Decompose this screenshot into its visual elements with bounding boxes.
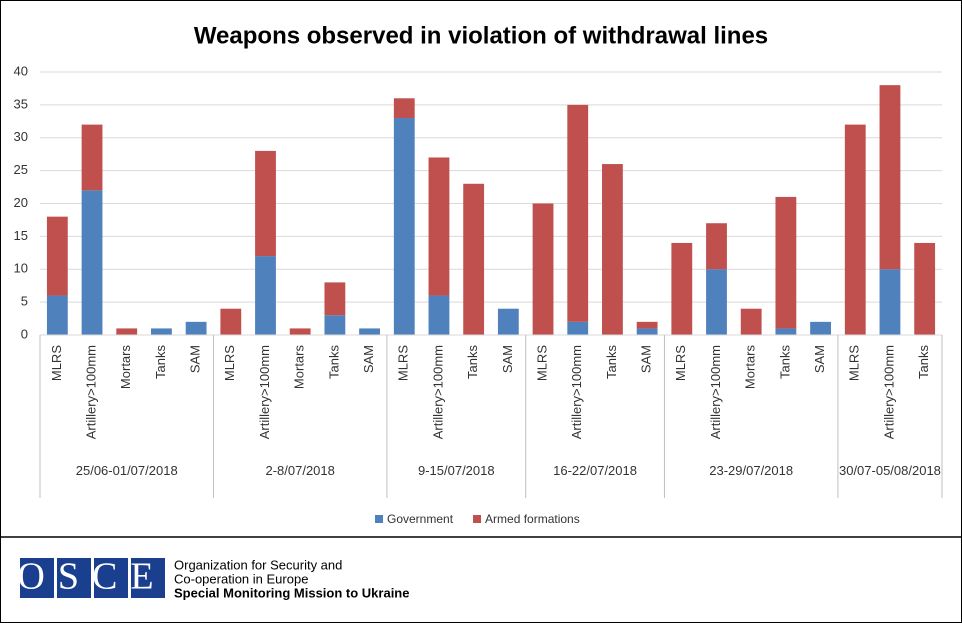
bar — [740, 308, 762, 335]
bar — [46, 295, 68, 335]
group-label: 23-29/07/2018 — [709, 463, 794, 478]
x-tick-label: Tanks — [916, 345, 931, 379]
bar — [185, 321, 207, 335]
bar — [567, 321, 589, 335]
bar — [151, 328, 172, 335]
x-tick-label: Tanks — [326, 345, 341, 379]
x-tick-label: Mortars — [118, 345, 133, 390]
x-tick-label: MLRS — [847, 345, 862, 381]
bar — [46, 216, 68, 296]
x-tick-label: Tanks — [465, 345, 480, 379]
bar — [636, 328, 658, 335]
x-tick-label: Artillery>100mm — [708, 345, 723, 439]
x-tick-label: SAM — [639, 345, 654, 373]
y-tick-label: 25 — [14, 162, 28, 177]
x-tick-label: MLRS — [673, 345, 688, 381]
bar — [706, 269, 727, 335]
bar — [775, 328, 797, 335]
y-tick-label: 40 — [14, 63, 28, 78]
y-tick-label: 15 — [14, 228, 28, 243]
x-tick-label: Artillery>100mm — [257, 345, 272, 439]
bar — [706, 223, 727, 270]
bar — [324, 315, 346, 335]
legend-swatch — [375, 515, 383, 523]
bar — [810, 321, 831, 335]
logo: OSCE — [17, 556, 166, 598]
x-tick-label: Artillery>100mm — [430, 345, 445, 439]
bar — [255, 150, 276, 257]
x-tick-label: Artillery>100mm — [881, 345, 896, 439]
bar — [220, 308, 242, 335]
legend-label: Government — [387, 512, 454, 526]
footer-line: Co-operation in Europe — [174, 571, 308, 586]
x-tick-label: Mortars — [743, 345, 758, 390]
bar — [497, 308, 519, 335]
x-tick-label: MLRS — [49, 345, 64, 381]
x-tick-label: Tanks — [604, 345, 619, 379]
bar — [671, 242, 693, 335]
bar — [393, 98, 415, 119]
bar — [775, 196, 797, 329]
legend-swatch — [473, 515, 482, 523]
logo-box — [20, 558, 54, 598]
bar — [602, 164, 623, 335]
x-tick-label: MLRS — [534, 345, 549, 381]
group-label: 25/06-01/07/2018 — [75, 463, 178, 478]
bar — [289, 328, 311, 335]
group-label: 30/07-05/08/2018 — [838, 463, 941, 478]
x-tick-label: SAM — [361, 345, 376, 373]
bar — [567, 104, 589, 322]
bar — [81, 124, 103, 191]
bar — [116, 328, 138, 335]
bar — [393, 118, 415, 336]
x-tick-label: Tanks — [777, 345, 792, 379]
y-tick-label: 0 — [21, 326, 28, 341]
bar — [532, 203, 554, 335]
bar — [636, 321, 658, 329]
x-tick-label: SAM — [188, 345, 203, 373]
bar — [844, 124, 866, 335]
x-tick-label: Mortars — [292, 345, 307, 390]
bar — [879, 269, 901, 335]
group-label: 16-22/07/2018 — [553, 463, 637, 478]
x-tick-label: Artillery>100mm — [83, 345, 98, 439]
bar — [255, 256, 276, 335]
x-tick-label: MLRS — [222, 345, 237, 381]
y-tick-label: 35 — [14, 96, 28, 111]
logo-text: OSCE — [17, 556, 166, 598]
footer-line: Special Monitoring Mission to Ukraine — [174, 585, 409, 600]
y-tick-label: 5 — [21, 294, 28, 309]
x-tick-label: SAM — [500, 345, 515, 373]
footer-line: Organization for Security and — [174, 557, 342, 572]
logo-box — [131, 558, 165, 598]
logo-box — [57, 558, 91, 598]
bar — [359, 328, 380, 335]
group-label: 9-15/07/2018 — [417, 463, 495, 478]
bar — [463, 183, 485, 335]
bar — [428, 157, 450, 296]
bar — [428, 295, 450, 335]
bar — [81, 190, 103, 335]
x-tick-label: Artillery>100mm — [569, 345, 584, 439]
x-tick-label: SAM — [812, 345, 827, 373]
y-tick-label: 20 — [14, 195, 28, 210]
logo-box — [94, 558, 128, 598]
x-tick-label: MLRS — [396, 345, 411, 381]
y-tick-label: 30 — [14, 129, 28, 144]
bar — [914, 242, 936, 335]
y-tick-label: 10 — [14, 261, 28, 276]
bar — [324, 282, 346, 316]
group-label: 2-8/07/2018 — [265, 463, 335, 478]
chart-title: Weapons observed in violation of withdra… — [194, 22, 768, 49]
bar — [879, 85, 901, 270]
x-tick-label: Tanks — [153, 345, 168, 379]
legend-label: Armed formations — [485, 512, 580, 526]
